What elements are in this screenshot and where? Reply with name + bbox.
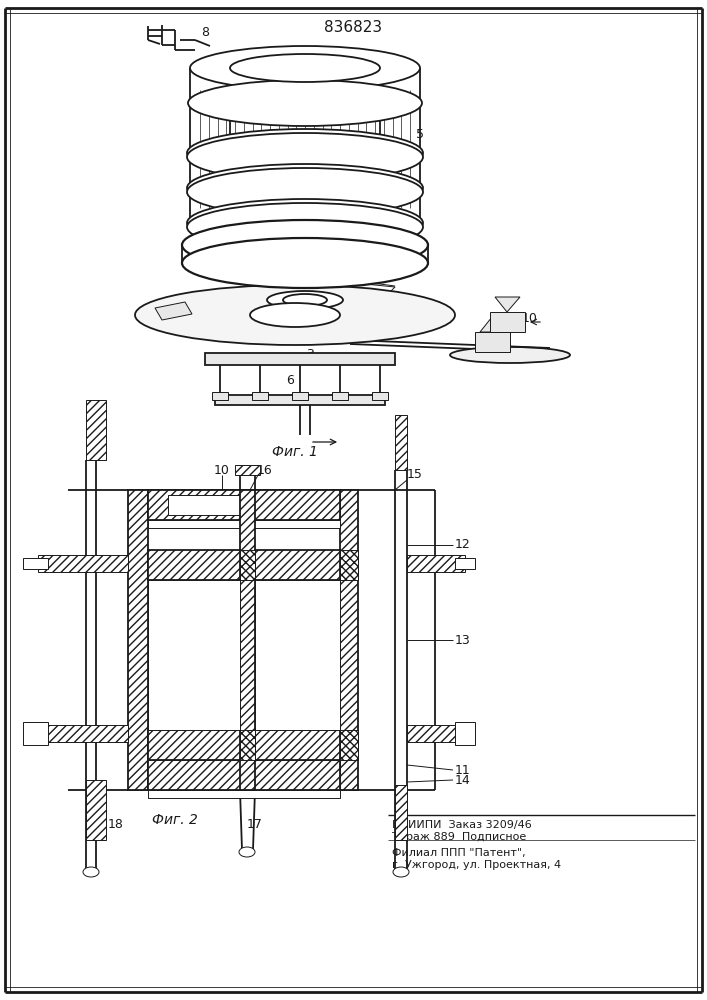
- Text: 12: 12: [455, 538, 471, 552]
- Bar: [23, 558, 48, 569]
- Bar: [168, 495, 248, 515]
- Bar: [240, 550, 255, 580]
- Bar: [255, 730, 340, 760]
- Ellipse shape: [230, 54, 380, 82]
- Bar: [475, 332, 510, 352]
- Bar: [148, 760, 340, 790]
- Ellipse shape: [450, 347, 570, 363]
- Bar: [148, 730, 240, 760]
- Bar: [332, 392, 348, 400]
- Bar: [395, 785, 407, 840]
- Polygon shape: [495, 297, 520, 312]
- Bar: [86, 400, 106, 460]
- Text: Фиг. 1: Фиг. 1: [272, 445, 318, 459]
- Bar: [205, 353, 395, 365]
- Ellipse shape: [187, 164, 423, 212]
- Bar: [340, 490, 358, 790]
- Ellipse shape: [250, 303, 340, 327]
- Bar: [148, 550, 240, 580]
- Ellipse shape: [187, 129, 423, 177]
- Text: 8: 8: [201, 25, 209, 38]
- Bar: [252, 392, 268, 400]
- Bar: [148, 520, 340, 528]
- Ellipse shape: [230, 216, 380, 244]
- Bar: [255, 550, 340, 580]
- Text: Филиал ППП "Патент",: Филиал ППП "Патент",: [392, 848, 525, 858]
- Text: ВНИИПИ  Заказ 3209/46: ВНИИПИ Заказ 3209/46: [392, 820, 532, 830]
- Bar: [38, 555, 128, 572]
- Ellipse shape: [283, 294, 327, 306]
- Text: Фиг. 2: Фиг. 2: [152, 813, 198, 827]
- Bar: [255, 580, 340, 730]
- Bar: [23, 722, 48, 745]
- Ellipse shape: [239, 847, 255, 857]
- Ellipse shape: [187, 203, 423, 251]
- Text: Тираж 889  Подписное: Тираж 889 Подписное: [392, 832, 526, 842]
- Text: 836823: 836823: [324, 20, 382, 35]
- Text: 15: 15: [407, 468, 423, 482]
- Bar: [148, 790, 340, 798]
- Ellipse shape: [188, 80, 422, 126]
- Bar: [395, 415, 407, 470]
- Bar: [240, 730, 255, 760]
- Text: 3: 3: [306, 349, 314, 361]
- Bar: [128, 490, 148, 790]
- Ellipse shape: [393, 867, 409, 877]
- Ellipse shape: [83, 867, 99, 877]
- Text: 17: 17: [247, 818, 263, 832]
- Bar: [148, 580, 240, 730]
- Text: г. Ужгород, ул. Проектная, 4: г. Ужгород, ул. Проектная, 4: [392, 860, 561, 870]
- Bar: [407, 725, 465, 742]
- Ellipse shape: [187, 199, 423, 247]
- Bar: [212, 392, 228, 400]
- Ellipse shape: [182, 238, 428, 288]
- Ellipse shape: [190, 208, 420, 252]
- Bar: [148, 490, 340, 520]
- Bar: [407, 555, 465, 572]
- Text: 11: 11: [455, 764, 471, 776]
- Text: 5: 5: [416, 128, 424, 141]
- Bar: [455, 558, 475, 569]
- Bar: [235, 465, 260, 475]
- Text: 7: 7: [386, 227, 394, 239]
- Bar: [340, 550, 358, 580]
- Bar: [215, 395, 385, 405]
- Text: 13: 13: [455, 634, 471, 647]
- Text: 9: 9: [501, 344, 509, 357]
- Bar: [292, 392, 308, 400]
- Polygon shape: [480, 317, 505, 332]
- Text: 6: 6: [286, 373, 294, 386]
- Text: 4: 4: [389, 245, 397, 258]
- Text: 2: 2: [358, 273, 366, 286]
- Ellipse shape: [135, 285, 455, 345]
- Bar: [340, 730, 358, 760]
- Bar: [455, 722, 475, 745]
- Bar: [86, 780, 106, 840]
- Polygon shape: [155, 302, 192, 320]
- Bar: [240, 490, 255, 790]
- Ellipse shape: [187, 133, 423, 181]
- Ellipse shape: [187, 168, 423, 216]
- Bar: [490, 312, 525, 332]
- Text: 18: 18: [108, 818, 124, 832]
- Ellipse shape: [182, 220, 428, 270]
- Text: 14: 14: [455, 774, 471, 786]
- Text: 10: 10: [214, 464, 230, 477]
- Bar: [38, 725, 128, 742]
- Text: 16: 16: [257, 464, 273, 477]
- Bar: [372, 392, 388, 400]
- Text: 1: 1: [344, 278, 352, 292]
- Ellipse shape: [267, 291, 343, 309]
- Ellipse shape: [190, 46, 420, 90]
- Text: 10: 10: [522, 312, 538, 324]
